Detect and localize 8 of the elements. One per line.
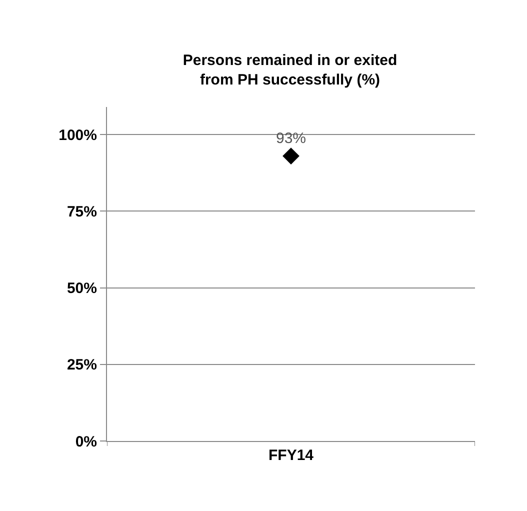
y-tick-label: 100% — [58, 126, 97, 144]
x-tick-label: FFY14 — [268, 447, 314, 464]
chart-title: Persons remained in or exited from PH successfully (%) — [182, 52, 398, 88]
y-tick-label: 25% — [66, 356, 97, 374]
data-label: 93% — [276, 130, 306, 148]
y-tick-label: 50% — [66, 280, 97, 298]
y-tick-label: 0% — [75, 433, 97, 450]
y-tick-label: 75% — [66, 203, 97, 220]
